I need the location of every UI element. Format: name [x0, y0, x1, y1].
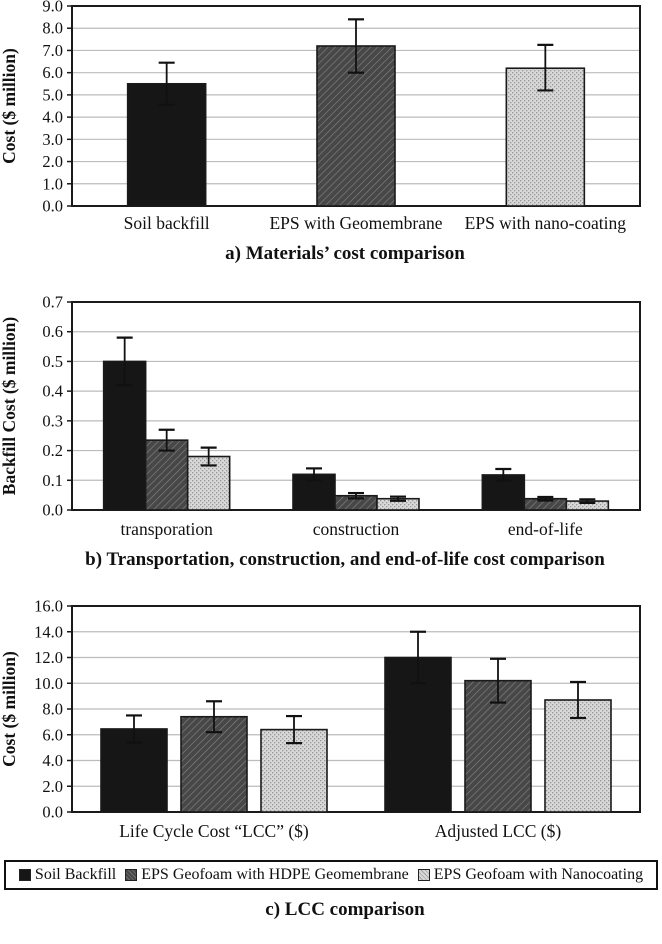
y-tick-label: 2.0: [42, 777, 63, 796]
bar: [144, 439, 189, 511]
caption-materials-cost: a) Materials’ cost comparison: [225, 243, 465, 264]
y-tick-label: 0.0: [42, 803, 63, 822]
y-tick-label: 8.0: [42, 700, 63, 719]
legend-swatch-dark-hatch-icon: [125, 869, 138, 881]
caption-lcc-comparison: c) LCC comparison: [265, 899, 425, 920]
y-tick-label: 4.0: [42, 108, 63, 127]
y-tick-label: 7.0: [42, 41, 63, 60]
y-tick-label: 0.4: [42, 382, 63, 401]
y-tick-label: 8.0: [42, 19, 63, 38]
x-category-label: EPS with Geomembrane: [269, 213, 442, 233]
x-category-label: end-of-life: [508, 519, 583, 539]
y-tick-label: 0.7: [42, 293, 63, 312]
y-tick-label: 12.0: [34, 648, 63, 667]
legend-swatch-solid-black-icon: [18, 869, 31, 881]
y-axis-label: Cost ($ million): [0, 651, 19, 767]
x-category-label: Life Cycle Cost “LCC” ($): [119, 821, 309, 841]
bar: [260, 728, 328, 813]
bar: [464, 679, 532, 813]
y-tick-label: 16.0: [34, 597, 63, 616]
materials-cost-chart: 0.0 1.0 2.0 3.0 4.0 5.0 6.0 7.0 8.0 9.0 Cost ($ mi…: [0, 0, 641, 233]
x-category-label: Adjusted LCC ($): [435, 821, 562, 841]
x-category-label: EPS with nano-coating: [465, 213, 627, 233]
y-tick-label: 0.5: [42, 352, 63, 371]
y-tick-label: 10.0: [34, 674, 63, 693]
y-tick-label: 14.0: [34, 622, 63, 641]
caption-phase-cost: b) Transportation, construction, and end…: [85, 549, 605, 570]
y-tick-label: 2.0: [42, 152, 63, 171]
y-axis-label: Cost ($ million): [0, 48, 19, 164]
y-axis-label: Backfill Cost ($ million): [0, 317, 19, 496]
x-category-label: transporation: [120, 519, 213, 539]
y-tick-label: 0.3: [42, 411, 63, 430]
y-tick-label: 0.0: [42, 501, 63, 520]
legend-item-eps-nano: EPS Geofoam with Nanocoating: [417, 866, 644, 884]
legend-label: EPS Geofoam with Nanocoating: [433, 866, 644, 883]
legend-item-soil-backfill: Soil Backfill: [18, 866, 117, 884]
bar: [102, 360, 147, 511]
legend-swatch-light-dots-icon: [417, 869, 430, 881]
lcc-comparison-chart: 0.0 2.0 4.0 6.0 8.0 10.0 12.0 14.0 16.0 Cost ($ m…: [0, 597, 641, 841]
plot-border: [71, 605, 641, 813]
y-tick-label: 1.0: [42, 174, 63, 193]
y-tick-label: 3.0: [42, 130, 63, 149]
y-tick-label: 5.0: [42, 85, 63, 104]
y-tick-label: 6.0: [42, 63, 63, 82]
spacer: [0, 572, 662, 596]
y-tick-label: 9.0: [42, 0, 63, 16]
y-tick-label: 0.1: [42, 471, 63, 490]
legend-item-eps-hdpe: EPS Geofoam with HDPE Geomembrane: [125, 866, 409, 884]
x-category-label: Soil backfill: [124, 213, 210, 233]
x-category-label: construction: [313, 519, 400, 539]
y-tick-label: 0.2: [42, 441, 63, 460]
legend-label: Soil Backfill: [34, 866, 117, 883]
lifecycle-phase-cost-chart: 0.0 0.1 0.2 0.3 0.4 0.5 0.6 0.7 Backfill Cost ($…: [0, 293, 641, 539]
y-tick-label: 0.0: [42, 197, 63, 216]
spacer: [0, 266, 662, 288]
y-tick-label: 6.0: [42, 725, 63, 744]
legend-label: EPS Geofoam with HDPE Geomembrane: [141, 866, 409, 883]
lcc-legend: Soil Backfill EPS Geofoam with HDPE Geom…: [4, 860, 658, 890]
figure-page: 0.0 1.0 2.0 3.0 4.0 5.0 6.0 7.0 8.0 9.0 Cost ($ mi…: [0, 0, 662, 920]
y-tick-label: 4.0: [42, 751, 63, 770]
y-tick-label: 0.6: [42, 322, 63, 341]
